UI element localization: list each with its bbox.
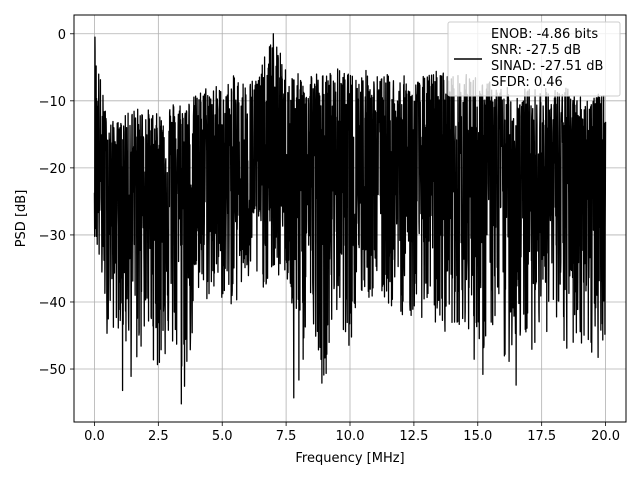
- ticks: 0.0 2.5 5.0 7.5 10.0 12.5 15.0 17.5 20.0 0 −10 −20 −…: [39, 28, 620, 444]
- x-tick-label: 12.5: [399, 429, 428, 444]
- y-tick-label: −30: [39, 229, 66, 244]
- legend-enob: ENOB: -4.86 bits: [491, 27, 598, 42]
- x-tick-label: 15.0: [463, 429, 492, 444]
- x-tick-label: 7.5: [276, 429, 297, 444]
- y-tick-label: −20: [39, 162, 66, 177]
- y-tick-label: −40: [39, 296, 66, 311]
- legend-sinad: SINAD: -27.51 dB: [491, 59, 603, 74]
- x-tick-label: 20.0: [591, 429, 620, 444]
- x-tick-label: 5.0: [212, 429, 233, 444]
- legend-box: [447, 21, 621, 97]
- x-axis-label: Frequency [MHz]: [295, 451, 404, 466]
- psd-series-line: [93, 33, 607, 405]
- y-tick-label: 0: [58, 28, 66, 43]
- x-tick-label: 10.0: [336, 429, 365, 444]
- y-tick-label: −10: [39, 95, 66, 110]
- y-axis-label: PSD [dB]: [14, 190, 29, 248]
- y-tick-label: −50: [39, 363, 66, 378]
- legend: ENOB: -4.86 bits SNR: -27.5 dB SINAD: -2…: [447, 21, 621, 97]
- legend-snr: SNR: -27.5 dB: [491, 43, 581, 58]
- x-tick-label: 17.5: [527, 429, 556, 444]
- x-tick-label: 0.0: [84, 429, 105, 444]
- legend-sfdr: SFDR: 0.46: [491, 75, 563, 90]
- data-layer: [93, 33, 607, 405]
- x-tick-label: 2.5: [148, 429, 169, 444]
